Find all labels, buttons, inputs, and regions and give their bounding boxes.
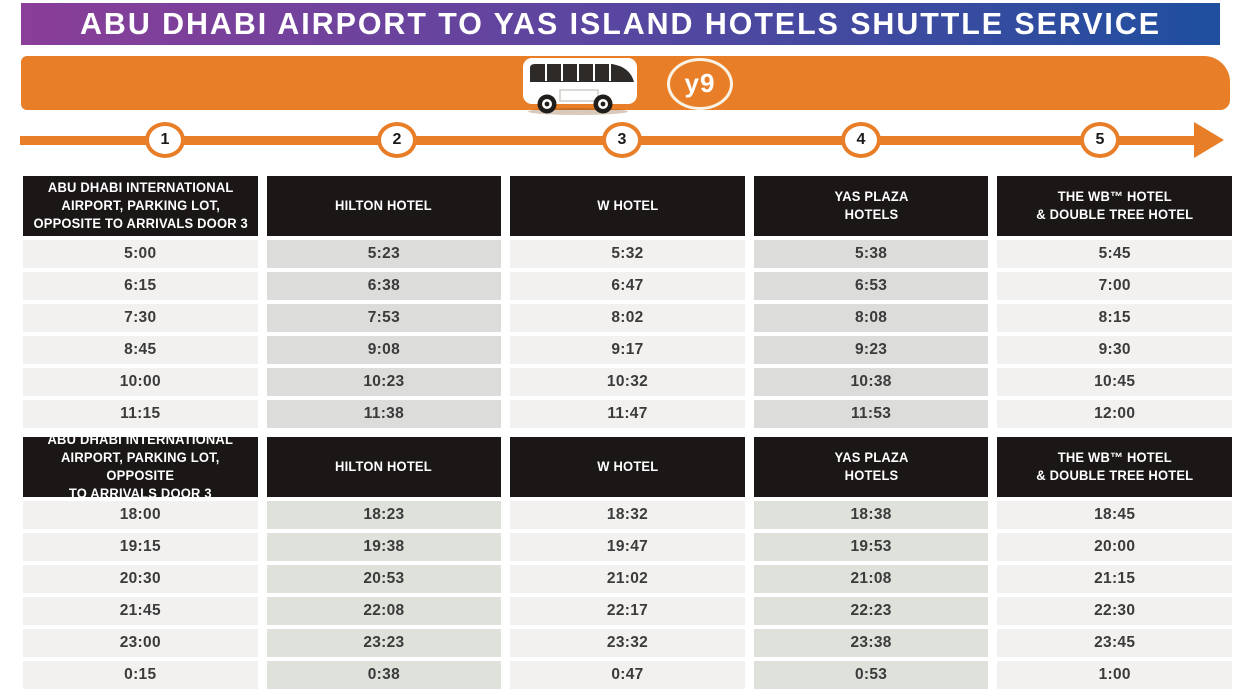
stop-marker-1: 1 [145,122,185,158]
time-cell: 23:45 [997,629,1232,657]
time-cell: 22:17 [510,597,745,625]
column-header: YAS PLAZA HOTELS [753,176,989,236]
time-cell: 20:53 [266,565,502,593]
time-cell: 10:00 [23,368,258,396]
column-header: W HOTEL [510,176,745,236]
time-cell: 18:38 [753,501,989,529]
column-header: W HOTEL [510,437,745,497]
time-cell: 21:15 [997,565,1232,593]
time-cell: 0:53 [753,661,989,689]
time-cell: 1:00 [997,661,1232,689]
time-cell: 11:47 [510,400,745,428]
time-cell: 0:47 [510,661,745,689]
time-cell: 5:00 [23,240,258,268]
column-header-label: THE WB™ HOTEL & DOUBLE TREE HOTEL [1036,450,1194,483]
time-cell: 9:17 [510,336,745,364]
time-cell: 10:32 [510,368,745,396]
time-cell: 23:00 [23,629,258,657]
time-cell: 19:15 [23,533,258,561]
route-badge-label: y9 [684,67,716,98]
time-cell: 5:23 [266,240,502,268]
time-cell: 7:30 [23,304,258,332]
time-cell: 21:02 [510,565,745,593]
time-cell: 6:38 [266,272,502,300]
column-header: HILTON HOTEL [266,437,502,497]
time-cell: 6:53 [753,272,989,300]
time-cell: 11:15 [23,400,258,428]
time-cell: 6:15 [23,272,258,300]
column-header-label: ABU DHABI INTERNATIONAL AIRPORT, PARKING… [33,180,248,231]
time-cell: 21:45 [23,597,258,625]
time-cell: 18:23 [266,501,502,529]
time-cell: 19:38 [266,533,502,561]
column-header: HILTON HOTEL [266,176,502,236]
time-cell: 19:47 [510,533,745,561]
column-header-label: ABU DHABI INTERNATIONAL AIRPORT, PARKING… [47,432,234,501]
stop-marker-5: 5 [1080,122,1120,158]
time-cell: 10:45 [997,368,1232,396]
time-cell: 19:53 [753,533,989,561]
time-cell: 18:00 [23,501,258,529]
bus-wheel-icon [537,94,613,114]
time-cell: 18:45 [997,501,1232,529]
time-cell: 22:08 [266,597,502,625]
time-cell: 7:00 [997,272,1232,300]
time-cell: 12:00 [997,400,1232,428]
time-cell: 0:15 [23,661,258,689]
column-header-label: W HOTEL [596,198,659,214]
column-header-label: YAS PLAZA HOTELS [834,189,909,222]
column-header-label: HILTON HOTEL [335,198,433,214]
time-cell: 8:45 [23,336,258,364]
stop-marker-3: 3 [602,122,642,158]
time-cell: 22:23 [753,597,989,625]
time-cell: 5:45 [997,240,1232,268]
time-cell: 9:30 [997,336,1232,364]
time-cell: 21:08 [753,565,989,593]
time-cell: 8:15 [997,304,1232,332]
arrow-right-icon [1194,122,1224,158]
timetable-evening: ABU DHABI INTERNATIONAL AIRPORT, PARKING… [23,432,1232,689]
time-cell: 22:30 [997,597,1232,625]
title-banner: ABU DHABI AIRPORT TO YAS ISLAND HOTELS S… [21,3,1220,45]
bus-icon [523,58,637,115]
time-cell: 7:53 [266,304,502,332]
time-cell: 5:38 [753,240,989,268]
time-cell: 9:08 [266,336,502,364]
time-cell: 0:38 [266,661,502,689]
column-header: THE WB™ HOTEL & DOUBLE TREE HOTEL [997,176,1232,236]
time-cell: 23:38 [753,629,989,657]
page-title: ABU DHABI AIRPORT TO YAS ISLAND HOTELS S… [80,6,1161,41]
column-header-label: YAS PLAZA HOTELS [834,450,909,483]
time-cell: 20:30 [23,565,258,593]
time-cell: 8:08 [753,304,989,332]
column-header: ABU DHABI INTERNATIONAL AIRPORT, PARKING… [23,176,258,236]
time-cell: 23:32 [510,629,745,657]
time-cell: 11:53 [753,400,989,428]
time-cell: 8:02 [510,304,745,332]
column-header: ABU DHABI INTERNATIONAL AIRPORT, PARKING… [23,432,258,501]
time-cell: 6:47 [510,272,745,300]
route-badge: y9 [667,58,733,110]
column-header-label: HILTON HOTEL [335,459,433,475]
time-cell: 20:00 [997,533,1232,561]
column-header-label: THE WB™ HOTEL & DOUBLE TREE HOTEL [1036,189,1194,222]
time-cell: 23:23 [266,629,502,657]
column-header-label: W HOTEL [596,459,659,475]
route-banner: y9 [21,56,1230,115]
time-cell: 18:32 [510,501,745,529]
column-header: THE WB™ HOTEL & DOUBLE TREE HOTEL [997,437,1232,497]
timetable-morning: ABU DHABI INTERNATIONAL AIRPORT, PARKING… [23,176,1232,428]
time-cell: 5:32 [510,240,745,268]
stop-marker-2: 2 [377,122,417,158]
time-cell: 10:38 [753,368,989,396]
stop-marker-4: 4 [841,122,881,158]
column-header: YAS PLAZA HOTELS [753,437,989,497]
time-cell: 11:38 [266,400,502,428]
time-cell: 9:23 [753,336,989,364]
time-cell: 10:23 [266,368,502,396]
